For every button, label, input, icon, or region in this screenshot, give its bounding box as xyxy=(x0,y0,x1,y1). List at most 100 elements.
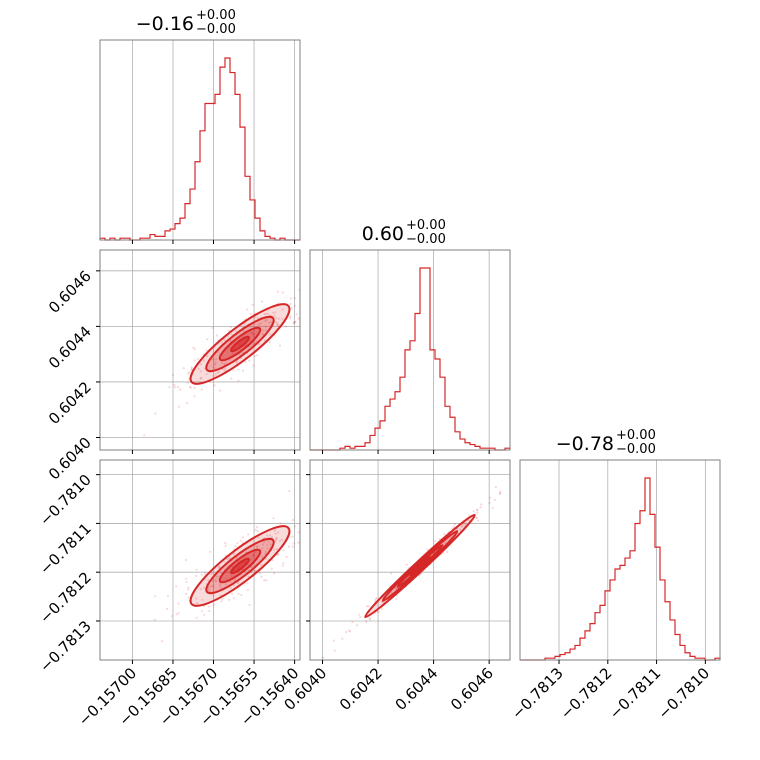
scatter-point xyxy=(237,368,240,371)
scatter-point xyxy=(253,569,256,572)
scatter-point xyxy=(188,371,191,374)
scatter-point xyxy=(275,323,278,327)
scatter-point xyxy=(214,358,217,361)
scatter-point xyxy=(185,577,188,580)
scatter-point xyxy=(209,585,212,588)
scatter-point xyxy=(161,640,164,643)
scatter-point xyxy=(202,359,205,362)
scatter-point xyxy=(294,525,297,528)
scatter-point xyxy=(214,579,217,582)
scatter-point xyxy=(213,384,216,387)
scatter-point xyxy=(208,590,211,593)
scatter-point xyxy=(214,367,217,370)
scatter-point xyxy=(281,317,284,320)
scatter-point xyxy=(256,545,259,548)
scatter-point xyxy=(365,605,369,608)
scatter-point xyxy=(208,605,211,608)
scatter-point xyxy=(175,585,178,588)
scatter-point xyxy=(345,630,348,634)
scatter-point xyxy=(476,511,479,514)
scatter-point xyxy=(273,572,276,575)
scatter-point xyxy=(235,361,238,364)
scatter-point xyxy=(287,545,290,548)
scatter-point xyxy=(207,588,210,591)
scatter-point xyxy=(212,594,215,597)
scatter-point xyxy=(420,572,423,575)
scatter-point xyxy=(275,537,278,540)
scatter-point xyxy=(224,542,227,545)
panel-frame xyxy=(519,459,721,661)
panel-frame xyxy=(309,249,511,451)
scatter-point xyxy=(195,616,198,619)
histogram-param2 xyxy=(520,477,721,661)
scatter-point xyxy=(341,637,344,640)
scatter-point xyxy=(257,323,260,326)
scatter-point xyxy=(182,367,185,370)
scatter-point xyxy=(489,496,492,499)
scatter-point xyxy=(234,578,237,581)
scatter-point xyxy=(228,598,231,601)
scatter-point xyxy=(365,620,368,623)
scatter-point xyxy=(395,597,398,600)
scatter-point xyxy=(491,506,494,509)
scatter-point xyxy=(213,603,216,606)
scatter-point xyxy=(193,359,196,362)
scatter-point xyxy=(461,525,464,528)
scatter-point xyxy=(240,593,243,597)
scatter-point xyxy=(195,574,198,578)
scatter-point xyxy=(216,371,219,374)
scatter-point xyxy=(293,304,296,307)
scatter-point xyxy=(251,332,255,335)
scatter-point xyxy=(210,573,213,576)
scatter-point xyxy=(291,518,294,522)
scatter-point xyxy=(295,313,298,316)
pair-panel xyxy=(153,490,300,643)
scatter-point xyxy=(201,598,204,601)
scatter-point xyxy=(272,517,275,520)
scatter-point xyxy=(214,363,217,366)
scatter-point xyxy=(197,367,200,370)
scatter-point xyxy=(453,523,456,526)
scatter-point xyxy=(247,569,250,572)
scatter-point xyxy=(488,501,491,505)
scatter-point xyxy=(291,545,294,548)
scatter-point xyxy=(285,555,288,559)
scatter-point xyxy=(258,342,261,346)
scatter-point xyxy=(246,582,249,585)
scatter-point xyxy=(468,514,471,517)
scatter-point xyxy=(193,348,196,351)
scatter-point xyxy=(188,385,192,388)
scatter-point xyxy=(179,388,182,391)
scatter-point xyxy=(246,308,249,311)
scatter-point xyxy=(166,607,169,611)
scatter-point xyxy=(223,363,226,366)
scatter-point xyxy=(237,592,240,596)
scatter-point xyxy=(475,508,479,511)
scatter-point xyxy=(476,519,480,522)
scatter-point xyxy=(355,624,359,627)
scatter-point xyxy=(223,339,226,342)
contour-level xyxy=(230,557,250,575)
scatter-point xyxy=(252,554,255,557)
scatter-point xyxy=(253,341,256,344)
scatter-point xyxy=(186,402,189,405)
scatter-point xyxy=(459,529,462,532)
scatter-point xyxy=(261,543,264,546)
scatter-point xyxy=(499,492,502,495)
scatter-point xyxy=(220,341,223,344)
scatter-point xyxy=(218,584,221,587)
scatter-point xyxy=(236,542,239,545)
scatter-point xyxy=(321,656,324,659)
scatter-point xyxy=(207,579,210,582)
scatter-point xyxy=(154,412,157,415)
scatter-point xyxy=(255,546,259,549)
scatter-point xyxy=(187,372,190,375)
scatter-point xyxy=(460,525,463,528)
scatter-point xyxy=(205,349,208,352)
scatter-point xyxy=(273,548,276,552)
scatter-point xyxy=(269,543,272,546)
scatter-point xyxy=(221,361,224,365)
scatter-point xyxy=(252,333,255,336)
scatter-point xyxy=(260,555,264,558)
scatter-point xyxy=(186,381,189,384)
